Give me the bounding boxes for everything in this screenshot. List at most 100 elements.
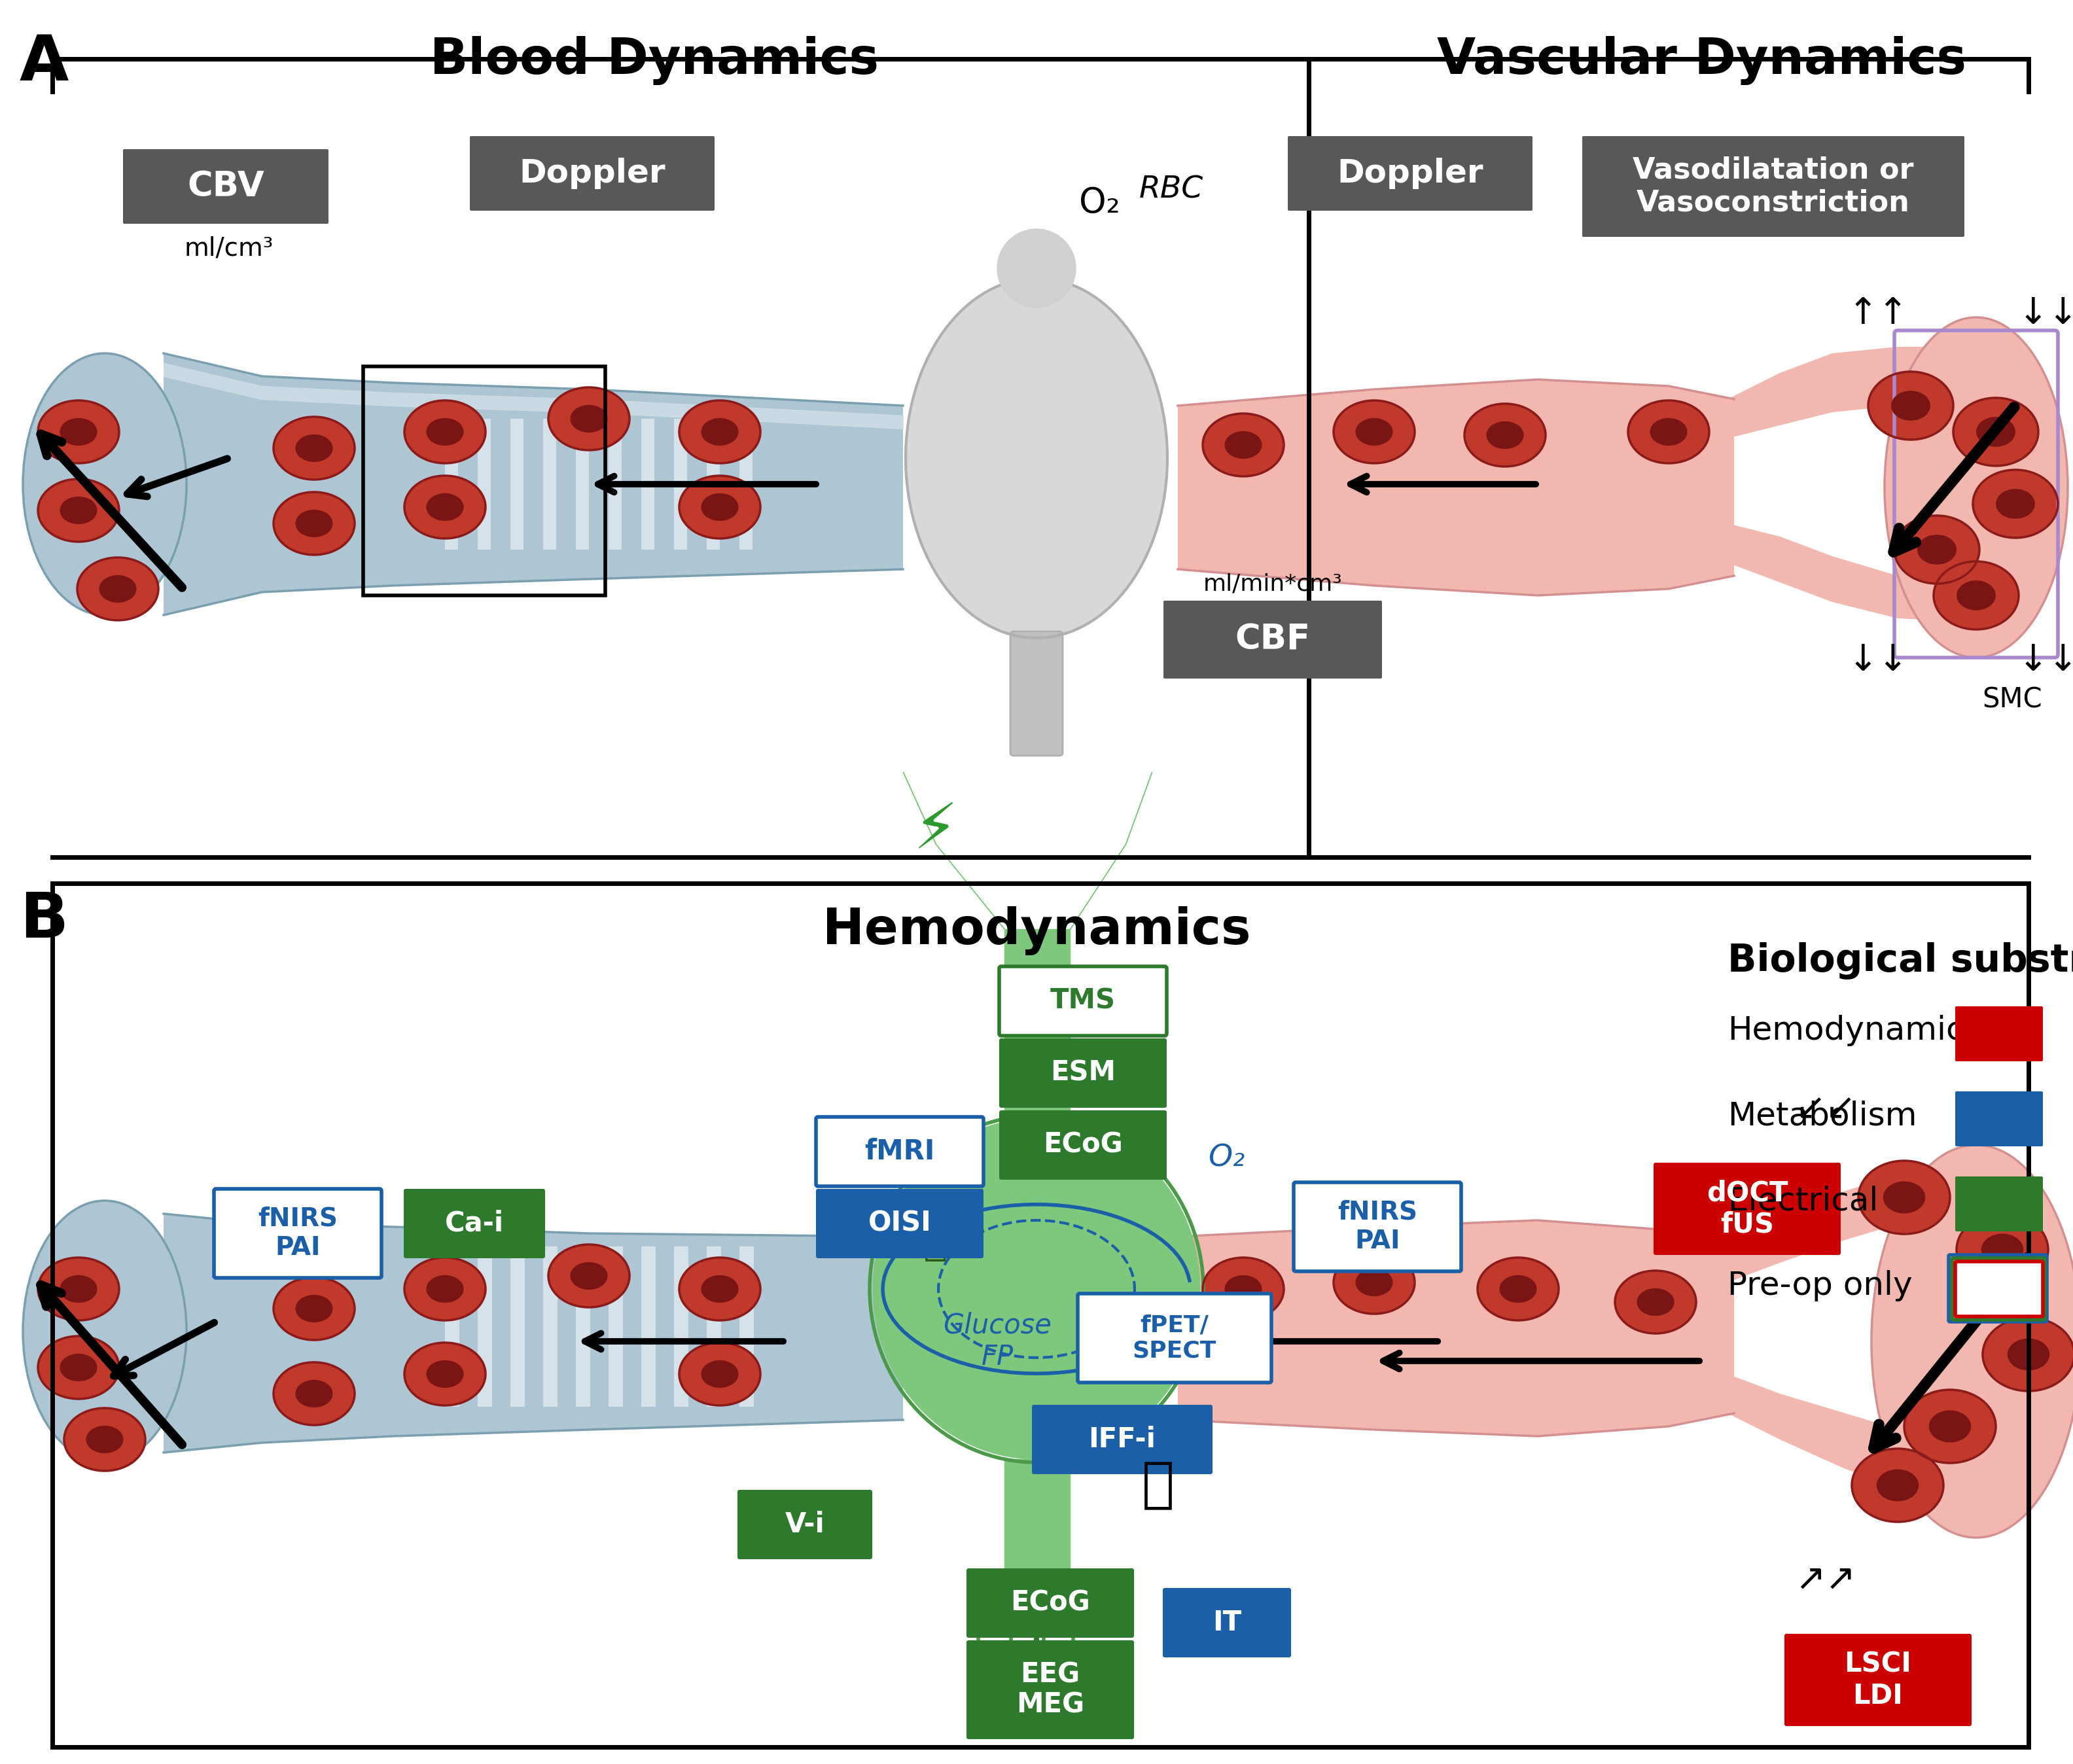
Text: SMC: SMC: [1982, 686, 2042, 714]
Text: O₂: O₂: [1209, 1143, 1244, 1173]
Text: Blood Dynamics: Blood Dynamics: [429, 35, 879, 85]
Text: dOCT
fUS: dOCT fUS: [1706, 1178, 1787, 1238]
Polygon shape: [1727, 1164, 1976, 1282]
Polygon shape: [1727, 1374, 1976, 1498]
Ellipse shape: [997, 229, 1076, 307]
Ellipse shape: [680, 1258, 761, 1321]
Text: A: A: [19, 34, 68, 93]
Text: Doppler: Doppler: [518, 157, 665, 189]
FancyBboxPatch shape: [576, 1247, 591, 1406]
FancyBboxPatch shape: [641, 1247, 655, 1406]
Ellipse shape: [274, 1277, 354, 1341]
FancyBboxPatch shape: [1294, 1182, 1461, 1272]
Ellipse shape: [296, 510, 332, 536]
Text: ↓↓: ↓↓: [2017, 644, 2073, 679]
Ellipse shape: [1930, 1411, 1971, 1441]
Ellipse shape: [296, 436, 332, 462]
Ellipse shape: [2009, 1339, 2048, 1371]
FancyBboxPatch shape: [477, 1247, 491, 1406]
Polygon shape: [1177, 379, 1733, 596]
Ellipse shape: [1333, 400, 1414, 464]
Ellipse shape: [23, 1201, 187, 1462]
Ellipse shape: [1891, 392, 1930, 420]
Ellipse shape: [1857, 1161, 1951, 1235]
Ellipse shape: [23, 353, 187, 616]
Text: Metabolism: Metabolism: [1727, 1101, 1918, 1131]
Text: ml/min*cm³: ml/min*cm³: [1202, 573, 1343, 596]
Text: ↗↗: ↗↗: [1795, 1563, 1855, 1598]
Ellipse shape: [1978, 418, 2015, 446]
Text: RBC: RBC: [1140, 175, 1204, 205]
Text: IT: IT: [1213, 1609, 1242, 1637]
Text: ml/cm³: ml/cm³: [184, 236, 274, 261]
Text: ESM: ESM: [1051, 1060, 1115, 1087]
FancyBboxPatch shape: [446, 418, 458, 550]
Text: ECoG: ECoG: [1010, 1589, 1090, 1618]
FancyBboxPatch shape: [707, 1247, 721, 1406]
Polygon shape: [164, 1214, 904, 1452]
Ellipse shape: [60, 1355, 97, 1381]
FancyBboxPatch shape: [576, 418, 589, 550]
Ellipse shape: [701, 1275, 738, 1302]
Ellipse shape: [37, 400, 118, 464]
Text: ↓↓: ↓↓: [2017, 296, 2073, 332]
Ellipse shape: [1478, 1258, 1559, 1321]
FancyBboxPatch shape: [543, 1247, 558, 1406]
FancyBboxPatch shape: [510, 418, 524, 550]
FancyBboxPatch shape: [999, 1110, 1167, 1180]
Text: fMRI: fMRI: [864, 1138, 935, 1166]
Ellipse shape: [60, 418, 97, 445]
Ellipse shape: [1615, 1270, 1696, 1334]
FancyBboxPatch shape: [817, 1189, 983, 1258]
Ellipse shape: [1957, 580, 1996, 610]
Text: ↓↓: ↓↓: [1847, 644, 1909, 679]
Ellipse shape: [680, 476, 761, 538]
FancyBboxPatch shape: [1955, 1005, 2042, 1062]
FancyBboxPatch shape: [609, 418, 622, 550]
Text: B: B: [19, 889, 68, 951]
Ellipse shape: [570, 406, 607, 432]
FancyBboxPatch shape: [1654, 1162, 1841, 1254]
Ellipse shape: [680, 400, 761, 464]
Polygon shape: [1177, 1221, 1733, 1436]
FancyBboxPatch shape: [1955, 1177, 2042, 1231]
Ellipse shape: [296, 1379, 332, 1408]
Ellipse shape: [1996, 489, 2034, 519]
Text: fNIRS
PAI: fNIRS PAI: [1337, 1200, 1418, 1254]
FancyBboxPatch shape: [609, 1247, 624, 1406]
FancyBboxPatch shape: [1955, 1092, 2042, 1147]
Ellipse shape: [701, 494, 738, 520]
Text: LSCI
LDI: LSCI LDI: [1845, 1651, 1911, 1709]
Ellipse shape: [1356, 418, 1393, 445]
Text: Vasodilatation or
Vasoconstriction: Vasodilatation or Vasoconstriction: [1634, 157, 1913, 217]
Ellipse shape: [1918, 534, 1957, 564]
FancyBboxPatch shape: [966, 1671, 1134, 1739]
Polygon shape: [1727, 348, 1963, 439]
FancyBboxPatch shape: [966, 1568, 1134, 1637]
Ellipse shape: [1501, 1275, 1536, 1302]
Ellipse shape: [1876, 1469, 1918, 1501]
Ellipse shape: [549, 388, 630, 450]
Ellipse shape: [274, 416, 354, 480]
FancyBboxPatch shape: [1078, 1293, 1271, 1383]
Ellipse shape: [274, 1362, 354, 1425]
Ellipse shape: [906, 279, 1167, 639]
Ellipse shape: [1202, 413, 1283, 476]
Ellipse shape: [873, 1118, 1200, 1459]
Text: ECoG: ECoG: [1043, 1131, 1124, 1159]
Ellipse shape: [37, 1335, 118, 1399]
Text: Biological substrate: Biological substrate: [1727, 942, 2073, 979]
Ellipse shape: [1868, 372, 1953, 439]
Ellipse shape: [1638, 1289, 1673, 1316]
FancyBboxPatch shape: [966, 1641, 1134, 1709]
FancyBboxPatch shape: [1032, 1404, 1213, 1475]
Text: ↑↑: ↑↑: [1847, 296, 1909, 332]
Ellipse shape: [680, 1342, 761, 1406]
Text: V-i: V-i: [786, 1510, 825, 1538]
Text: 🔌: 🔌: [922, 1224, 947, 1263]
Ellipse shape: [1982, 1318, 2073, 1392]
Text: fPET/
SPECT: fPET/ SPECT: [1132, 1314, 1217, 1362]
Text: TMS: TMS: [1051, 988, 1115, 1014]
Ellipse shape: [1333, 1251, 1414, 1314]
FancyBboxPatch shape: [999, 967, 1167, 1035]
